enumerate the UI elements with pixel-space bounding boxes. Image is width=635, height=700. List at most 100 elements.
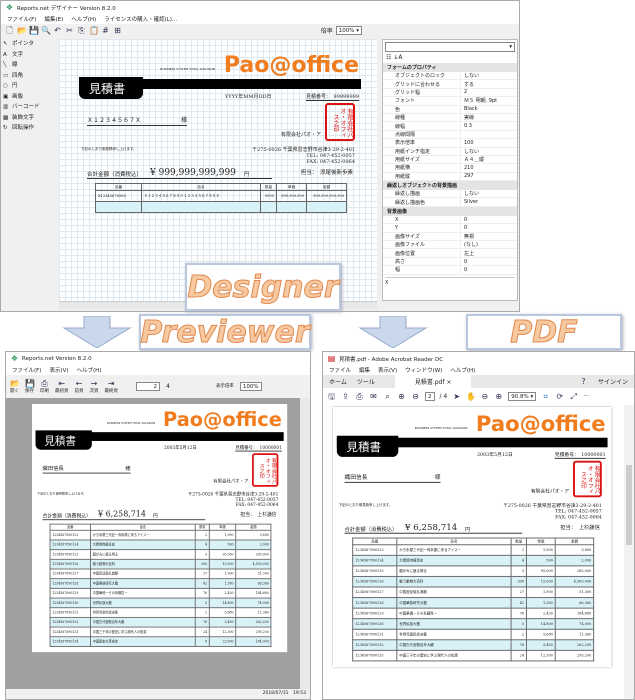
signin-button[interactable]: サインイン [597, 379, 628, 386]
help-icon[interactable]: ? [581, 377, 586, 386]
document-title: 見積書 [35, 430, 92, 450]
menu-item[interactable]: ヘルプ(H) [71, 17, 97, 23]
tab-home[interactable]: ホーム [329, 379, 347, 386]
tab-document[interactable]: 見積書.pdf × [394, 375, 472, 388]
property-row[interactable]: フォント ＭＳ 明朝, 9pt [383, 97, 517, 106]
menu-item[interactable]: 編集(E) [44, 17, 64, 23]
property-row[interactable]: 画像ファイル (なし) [383, 241, 517, 250]
copy-icon[interactable]: ⎘ [78, 25, 85, 35]
object-select[interactable]: ▾ [385, 42, 515, 52]
mail-icon[interactable]: ✉ [370, 391, 377, 401]
tool-item[interactable]: ▭ 四角 [3, 71, 57, 82]
menu-item[interactable]: ファイル(F) [7, 17, 37, 23]
tool-item[interactable]: ↻ 回転操作 [3, 123, 57, 134]
design-document[interactable]: BUSINESS SYSTEM TOTAL SOLUSION Pao@office… [75, 47, 365, 219]
toolbar-button[interactable]: ⎙ 印刷 [40, 379, 49, 394]
paste-icon[interactable]: 📋 [89, 25, 99, 35]
menu-item[interactable]: ヘルプ(H) [450, 368, 476, 374]
page-input[interactable]: 2 [136, 381, 160, 391]
hand-icon[interactable]: ✋ [466, 391, 477, 401]
zoom-select[interactable]: 90.8% ▾ [508, 391, 537, 401]
align-icon[interactable]: ⊞ [114, 25, 121, 35]
menu-item[interactable]: 編集 [359, 368, 371, 374]
property-row[interactable]: 画像位置 左上 [383, 249, 517, 258]
menu-item[interactable]: ライセンスの購入・確認(L)... [104, 17, 178, 23]
vertical-scrollbar[interactable] [624, 405, 634, 699]
tool-item[interactable]: ○ 円 [3, 81, 57, 92]
select-arrow-icon[interactable]: ➤ [453, 391, 461, 401]
tool-label: 四角 [12, 72, 24, 79]
property-row[interactable]: 用紙インチ指定 しない [383, 147, 517, 156]
toolbar-button[interactable]: ⇤ 最初頁 [55, 379, 69, 394]
menu-item[interactable]: 表示(V) [49, 368, 69, 374]
toolbar-button[interactable]: 📂 開く [10, 379, 20, 394]
property-row[interactable]: 繰返し描画 しない [383, 190, 517, 199]
more-icon[interactable]: ··· [583, 392, 589, 400]
property-row[interactable]: 用紙横 210 [383, 164, 517, 173]
menu-item[interactable]: ヘルプ(H) [76, 368, 102, 374]
menu-item[interactable]: ファイル [329, 368, 352, 374]
rotate-icon[interactable]: ⟳ [556, 391, 564, 401]
fullscreen-icon[interactable]: ⤢ [570, 391, 577, 401]
property-row[interactable]: 用紙サイズ Ａ４＿縦 [383, 156, 517, 165]
toolbar-button[interactable]: ⇥ 最終頁 [105, 379, 119, 394]
tool-item[interactable]: ↖ ポインタ [3, 39, 57, 50]
property-row[interactable]: 点線間隔 [383, 130, 517, 140]
tool-item[interactable]: ╲ 線 [3, 60, 57, 71]
print-icon[interactable]: ⎙ [356, 391, 363, 401]
toolbar-button[interactable]: 💾 保存 [25, 379, 35, 394]
table-cell: 3,800 [235, 529, 272, 541]
grid-icon[interactable]: # [102, 25, 109, 35]
cut-icon[interactable]: ✂ [66, 25, 73, 35]
design-canvas[interactable]: BUSINESS SYSTEM TOTAL SOLUSION Pao@office… [59, 39, 377, 301]
upload-icon[interactable]: ⇪ [342, 391, 349, 401]
property-row[interactable]: 色 Black [383, 105, 517, 114]
undo-icon[interactable]: ↶ [54, 25, 61, 35]
zoom-out-icon[interactable]: ⊖ [481, 391, 489, 401]
property-value: Ａ４＿縦 [464, 157, 485, 164]
search-icon[interactable]: ⌕ [385, 391, 390, 401]
open-icon[interactable]: 📂 [17, 25, 27, 35]
tool-item[interactable]: ▩ 装飾文字 [3, 113, 57, 124]
page-up-icon[interactable]: ⊕ [398, 391, 405, 401]
zoom-select[interactable]: 100% ▾ [335, 25, 362, 35]
tab-tools[interactable]: ツール [356, 379, 375, 386]
property-row[interactable]: オブジェクトのロック しない [383, 72, 517, 81]
menu-item[interactable]: ウィンドウ(W) [405, 368, 443, 374]
property-row[interactable]: グリッド幅 2 [383, 88, 517, 98]
property-row[interactable]: 線種 実線 [383, 114, 517, 123]
page-input[interactable]: 2 [425, 391, 435, 401]
property-row[interactable]: 高さ 0 [383, 258, 517, 267]
property-row[interactable]: グリッドに合わせる する [383, 80, 517, 89]
page-down-icon[interactable]: ⊖ [412, 391, 419, 401]
menu-item[interactable]: 表示(V) [378, 368, 398, 374]
tab-document-label: 見積書.pdf [414, 379, 445, 386]
property-row[interactable]: 画像サイズ 無視 [383, 232, 517, 242]
property-row[interactable]: 用紙縦 297 [383, 172, 517, 182]
toolbar-button[interactable]: ← 前頁 [75, 379, 84, 394]
table-cell: 1234567890125 [352, 565, 398, 577]
customer-name: 織田信長 様 [42, 464, 131, 474]
zoom-select[interactable]: 100% [239, 381, 262, 391]
tool-item[interactable]: A 文字 [3, 50, 57, 61]
property-row[interactable]: 表示倍率 100 [383, 139, 517, 148]
vertical-scrollbar[interactable] [300, 398, 310, 690]
zoom-in-icon[interactable]: ⊕ [495, 391, 503, 401]
save-icon[interactable]: 🖫 [328, 391, 335, 401]
sort-icons[interactable]: ☷ ↓A [386, 54, 403, 61]
logo: Pao@office [163, 409, 282, 432]
tool-item[interactable]: ▥ バーコード [3, 102, 57, 113]
tool-item[interactable]: ▣ 画像 [3, 92, 57, 103]
preview-icon[interactable]: 🔍 [41, 25, 51, 35]
property-name: 画像位置 [383, 249, 461, 257]
menu-item[interactable]: ファイル(F) [12, 368, 42, 374]
new-icon[interactable]: 🗋 [6, 25, 13, 35]
save-icon[interactable]: 💾 [29, 25, 39, 35]
property-row[interactable]: 繰返し描画色 Silver [383, 198, 517, 207]
toolbar-button[interactable]: → 次頁 [90, 379, 99, 394]
property-row[interactable]: 線幅 0.3 [383, 122, 517, 131]
fit-icon[interactable]: ⌗ [543, 391, 548, 401]
